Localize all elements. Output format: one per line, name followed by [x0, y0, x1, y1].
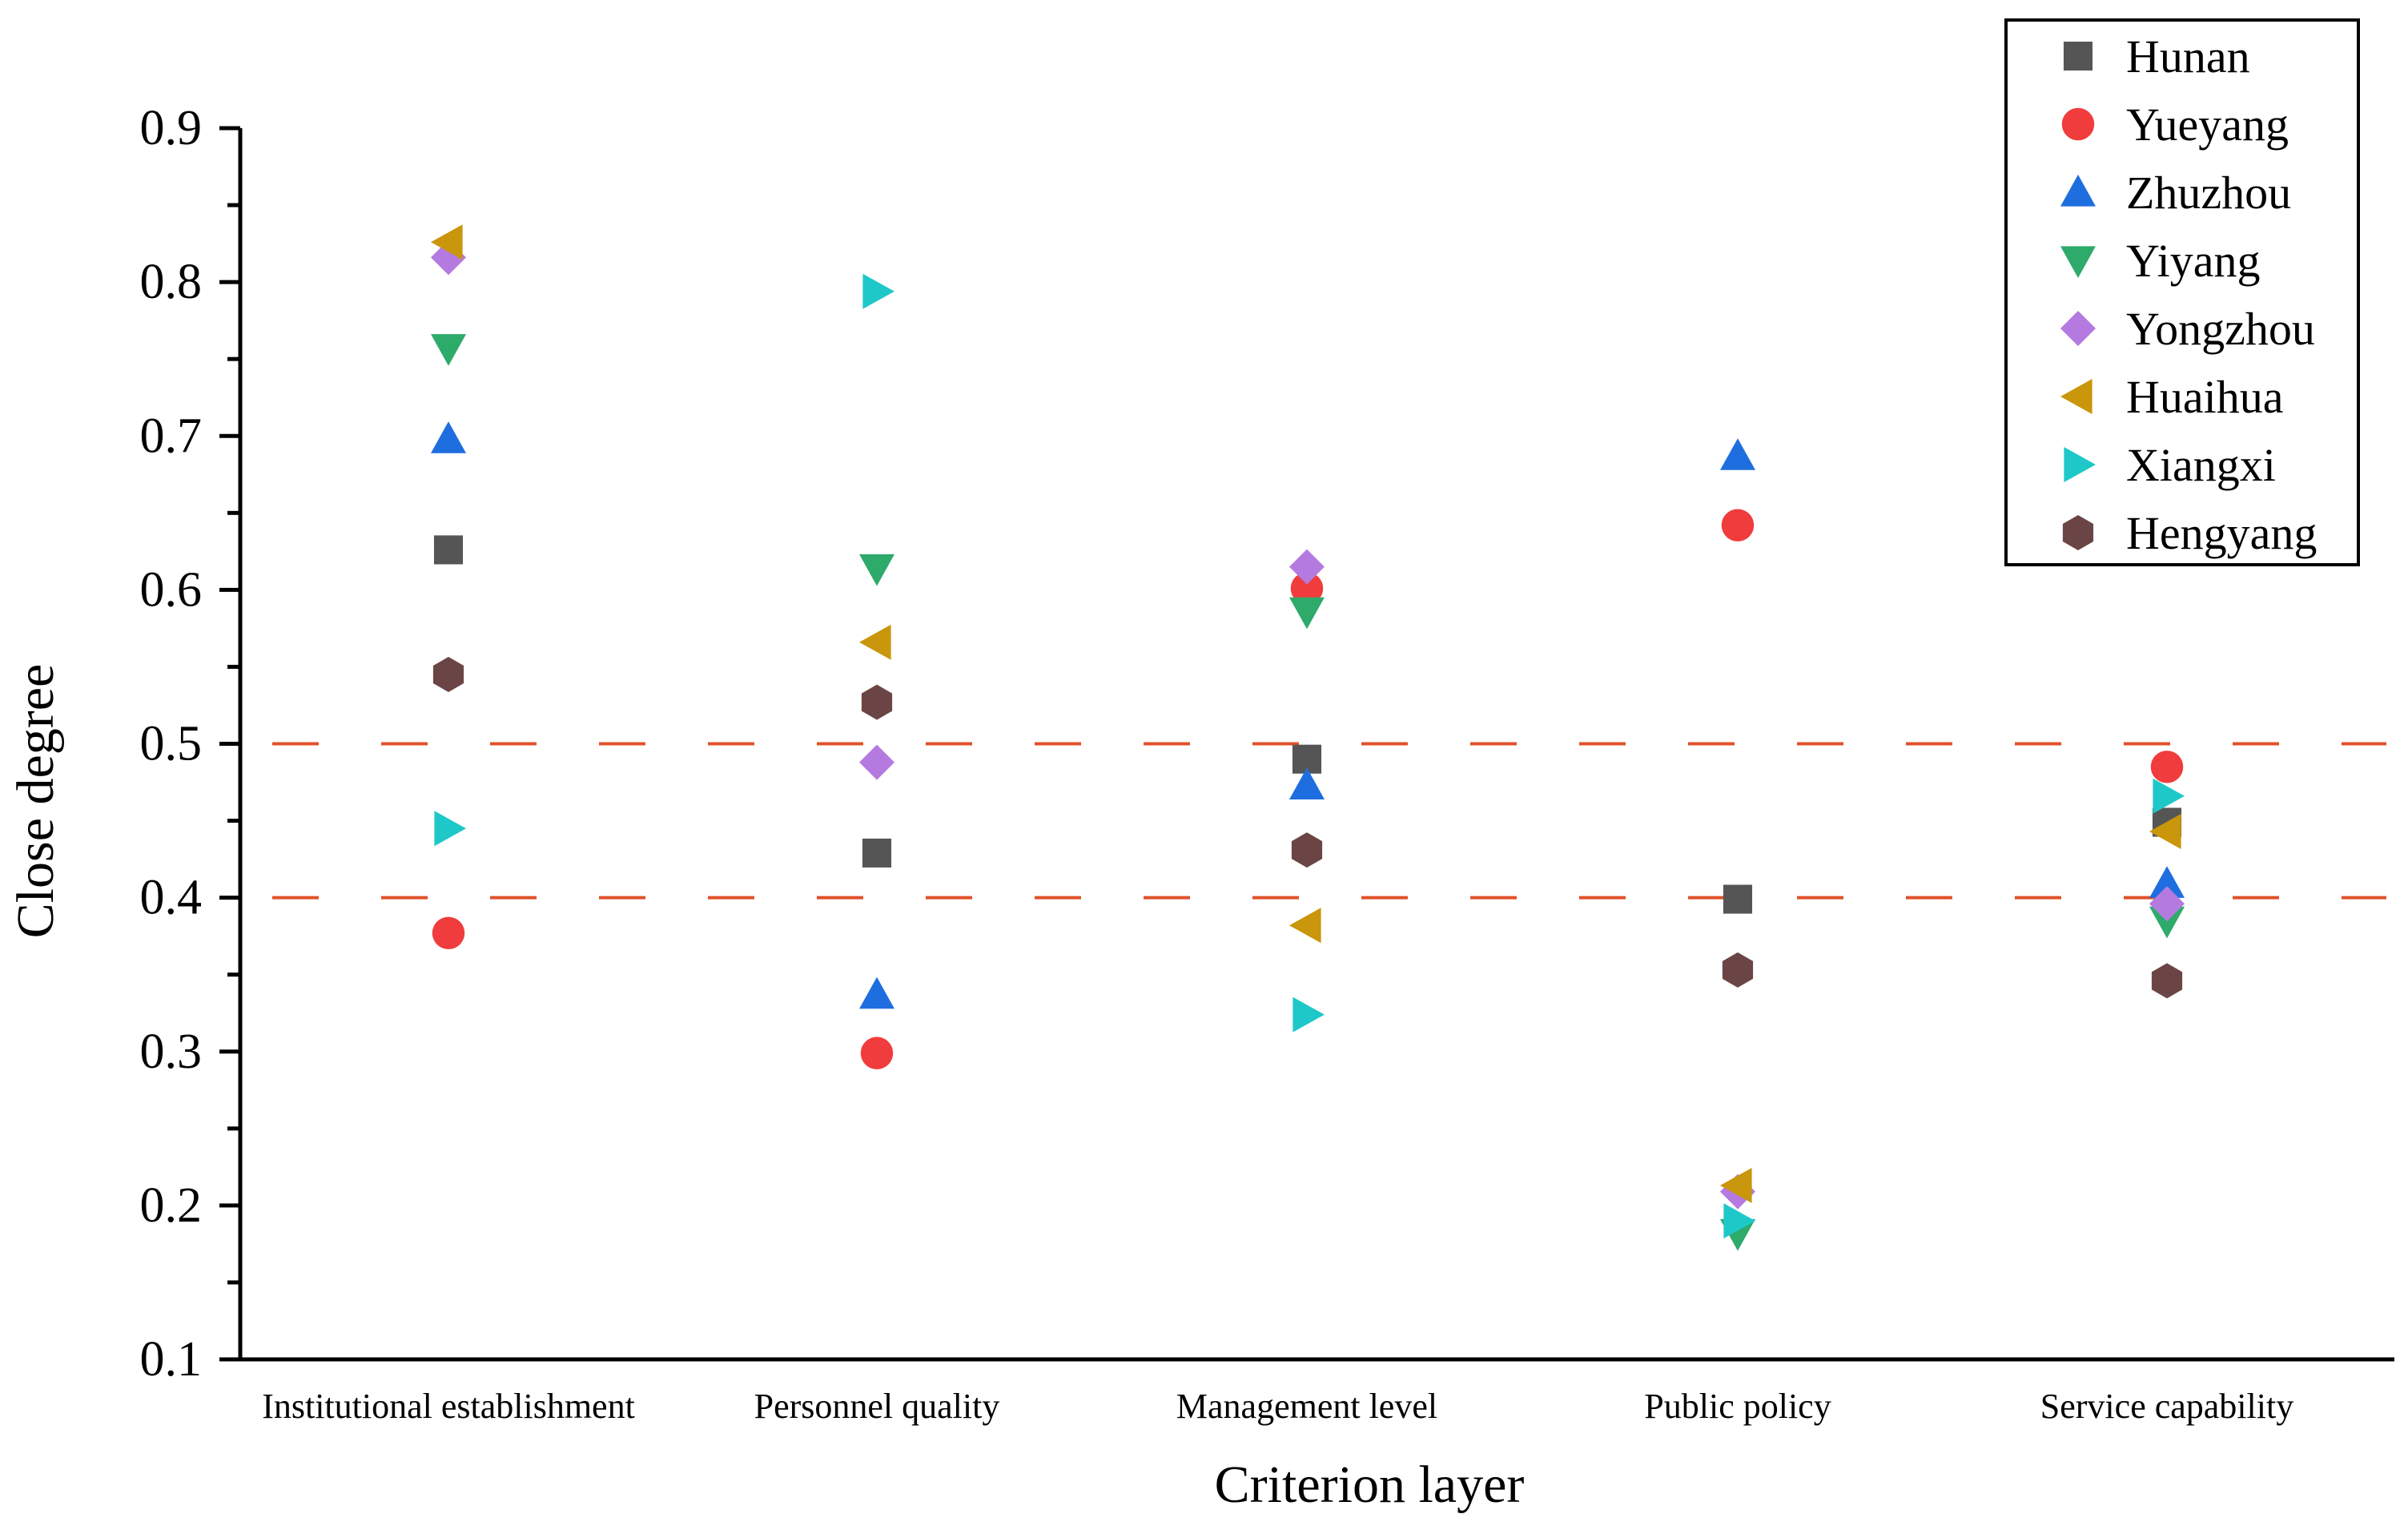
data-point-hunan	[862, 838, 892, 868]
data-point-hunan	[433, 535, 464, 565]
y-tick-label: 0.1	[140, 1332, 203, 1387]
y-axis-title: Close degree	[6, 664, 65, 939]
data-point-xiangxi	[1723, 1203, 1755, 1239]
plot-area: 0.1 0.2 0.3 0.4 0.5 0.6 0.7 0.8 0.9 Institutional…	[140, 101, 2394, 1426]
data-point-huaihua	[859, 624, 891, 660]
legend-label-yiyang: Yiyang	[2126, 235, 2261, 287]
data-point-hengyang	[1291, 832, 1323, 868]
x-category-label: Institutional establishment	[262, 1387, 635, 1426]
legend-label-zhuzhou: Zhuzhou	[2126, 167, 2291, 219]
data-point-yongzhou	[2149, 886, 2185, 922]
data-point-zhuzhou	[859, 976, 894, 1009]
y-tick-label: 0.2	[140, 1178, 203, 1233]
data-point-zhuzhou	[2149, 866, 2185, 898]
data-point-zhuzhou	[1720, 438, 1755, 470]
data-point-hengyang	[861, 684, 893, 720]
data-point-yueyang	[2150, 751, 2184, 783]
data-point-hengyang	[432, 657, 464, 692]
legend-label-hunan: Hunan	[2126, 30, 2250, 83]
data-point-yiyang	[1289, 597, 1325, 630]
data-point-zhuzhou	[1289, 767, 1325, 799]
data-point-yongzhou	[859, 744, 894, 780]
legend-label-huaihua: Huaihua	[2126, 371, 2284, 423]
y-tick-label: 0.4	[140, 871, 203, 925]
data-point-huaihua	[2149, 814, 2181, 849]
x-category-label: Service capability	[2040, 1387, 2293, 1426]
y-tick-label: 0.3	[140, 1025, 203, 1079]
legend-label-xiangxi: Xiangxi	[2126, 439, 2276, 491]
legend-marker-xiangxi	[2064, 447, 2096, 482]
legend-marker-zhuzhou	[2060, 175, 2096, 207]
legend-label-yueyang: Yueyang	[2126, 99, 2289, 151]
data-point-yongzhou	[1289, 549, 1325, 585]
data-point-xiangxi	[1292, 996, 1325, 1033]
data-point-xiangxi	[862, 273, 894, 309]
data-point-zhuzhou	[431, 421, 466, 453]
legend-marker-hengyang	[2062, 515, 2094, 550]
legend-marker-yongzhou	[2060, 311, 2096, 346]
data-point-yiyang	[859, 554, 894, 586]
data-point-hengyang	[1722, 952, 1754, 988]
data-point-yiyang	[431, 334, 466, 366]
x-category-label: Public policy	[1644, 1387, 1831, 1426]
y-tick-label: 0.9	[140, 101, 203, 155]
data-point-yueyang	[860, 1037, 894, 1069]
legend-marker-hunan	[2063, 41, 2093, 71]
x-category-label: Management level	[1176, 1387, 1437, 1426]
legend-label-yongzhou: Yongzhou	[2126, 303, 2315, 355]
y-tick-label: 0.5	[140, 717, 203, 771]
data-point-hunan	[1723, 884, 1753, 914]
legend-marker-huaihua	[2060, 379, 2092, 414]
x-category-label: Personnel quality	[754, 1387, 1000, 1426]
data-point-huaihua	[1289, 908, 1321, 944]
legend-marker-yueyang	[2061, 107, 2095, 141]
legend-label-hengyang: Hengyang	[2126, 507, 2317, 559]
data-point-xiangxi	[434, 811, 466, 847]
data-point-huaihua	[431, 224, 463, 260]
data-point-yueyang	[432, 916, 465, 950]
data-point-hengyang	[2151, 963, 2183, 999]
data-point-yiyang	[2149, 906, 2185, 939]
y-tick-label: 0.8	[140, 255, 203, 309]
data-point-huaihua	[1720, 1167, 1752, 1203]
x-axis-title: Criterion layer	[1215, 1455, 1525, 1514]
y-tick-label: 0.6	[140, 562, 203, 617]
data-point-yueyang	[1721, 509, 1755, 542]
legend-marker-yiyang	[2060, 246, 2096, 278]
y-tick-label: 0.7	[140, 409, 203, 463]
legend: Hunan Yueyang Zhuzhou Yiyang Yongzhou Huaihua…	[2004, 18, 2360, 566]
data-point-xiangxi	[2153, 778, 2185, 814]
data-point-yueyang	[1290, 572, 1324, 605]
